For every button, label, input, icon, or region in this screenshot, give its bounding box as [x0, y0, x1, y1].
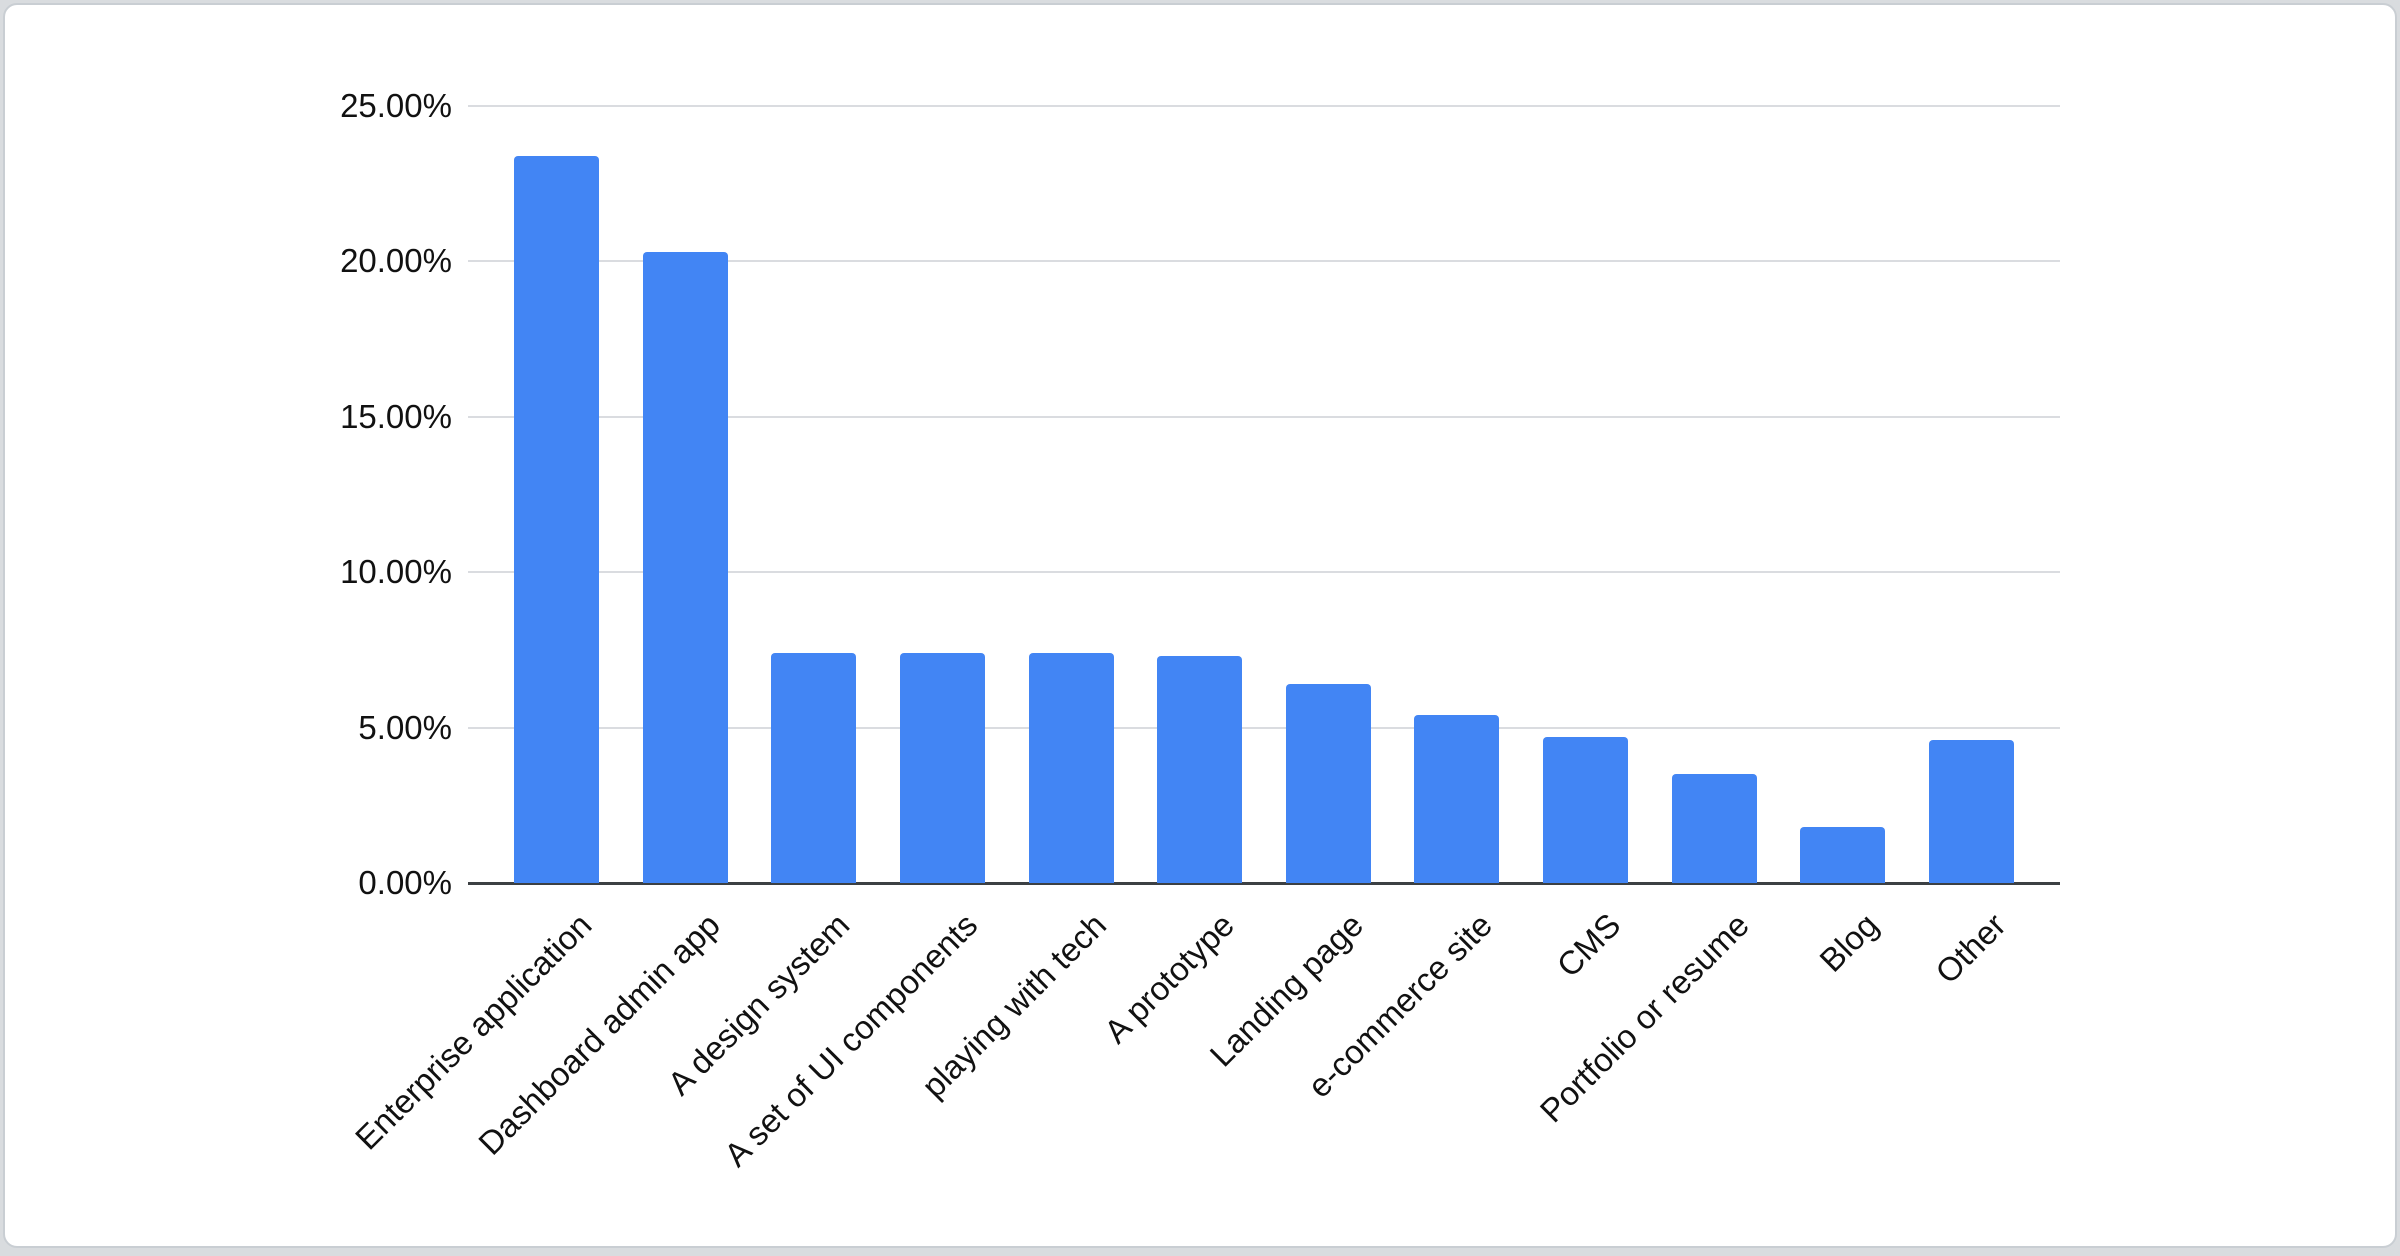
bar-a-prototype	[1157, 656, 1242, 883]
chart-card	[3, 3, 2397, 1248]
bar-a-design-system	[771, 653, 856, 883]
gridline-5-percent	[468, 727, 2060, 729]
y-axis-tick-label: 0.00%	[358, 864, 452, 901]
gridline-25-percent	[468, 105, 2060, 107]
x-axis-category-label-dashboard-admin-app: Dashboard admin app	[471, 906, 728, 1162]
x-axis-category-label-cms: CMS	[1549, 906, 1628, 985]
bar-cms	[1543, 737, 1628, 883]
x-axis-category-label-blog: Blog	[1812, 906, 1886, 979]
gridline-15-percent	[468, 416, 2060, 418]
bar-e-commerce-site	[1414, 715, 1499, 883]
bar-a-set-of-ui-components	[900, 653, 985, 883]
y-axis-tick-label: 25.00%	[340, 87, 452, 124]
x-axis-category-label-enterprise-application: Enterprise application	[347, 906, 599, 1157]
bar-portfolio-or-resume	[1672, 774, 1757, 883]
x-axis-category-label-a-set-of-ui-components: A set of UI components	[716, 906, 985, 1174]
bar-other	[1929, 740, 2014, 883]
y-axis-tick-label: 20.00%	[340, 242, 452, 279]
y-axis-tick-label: 5.00%	[358, 709, 452, 746]
y-axis-tick-label: 15.00%	[340, 398, 452, 435]
x-axis-category-label-other: Other	[1928, 906, 2014, 991]
bar-enterprise-application	[514, 156, 599, 883]
y-axis-tick-label: 10.00%	[340, 553, 452, 590]
gridline-20-percent	[468, 260, 2060, 262]
bar-landing-page	[1286, 684, 1371, 883]
bar-playing-with-tech	[1029, 653, 1114, 883]
bar-dashboard-admin-app	[643, 252, 728, 883]
gridline-10-percent	[468, 571, 2060, 573]
bar-blog	[1800, 827, 1885, 883]
x-axis-line	[468, 882, 2060, 885]
